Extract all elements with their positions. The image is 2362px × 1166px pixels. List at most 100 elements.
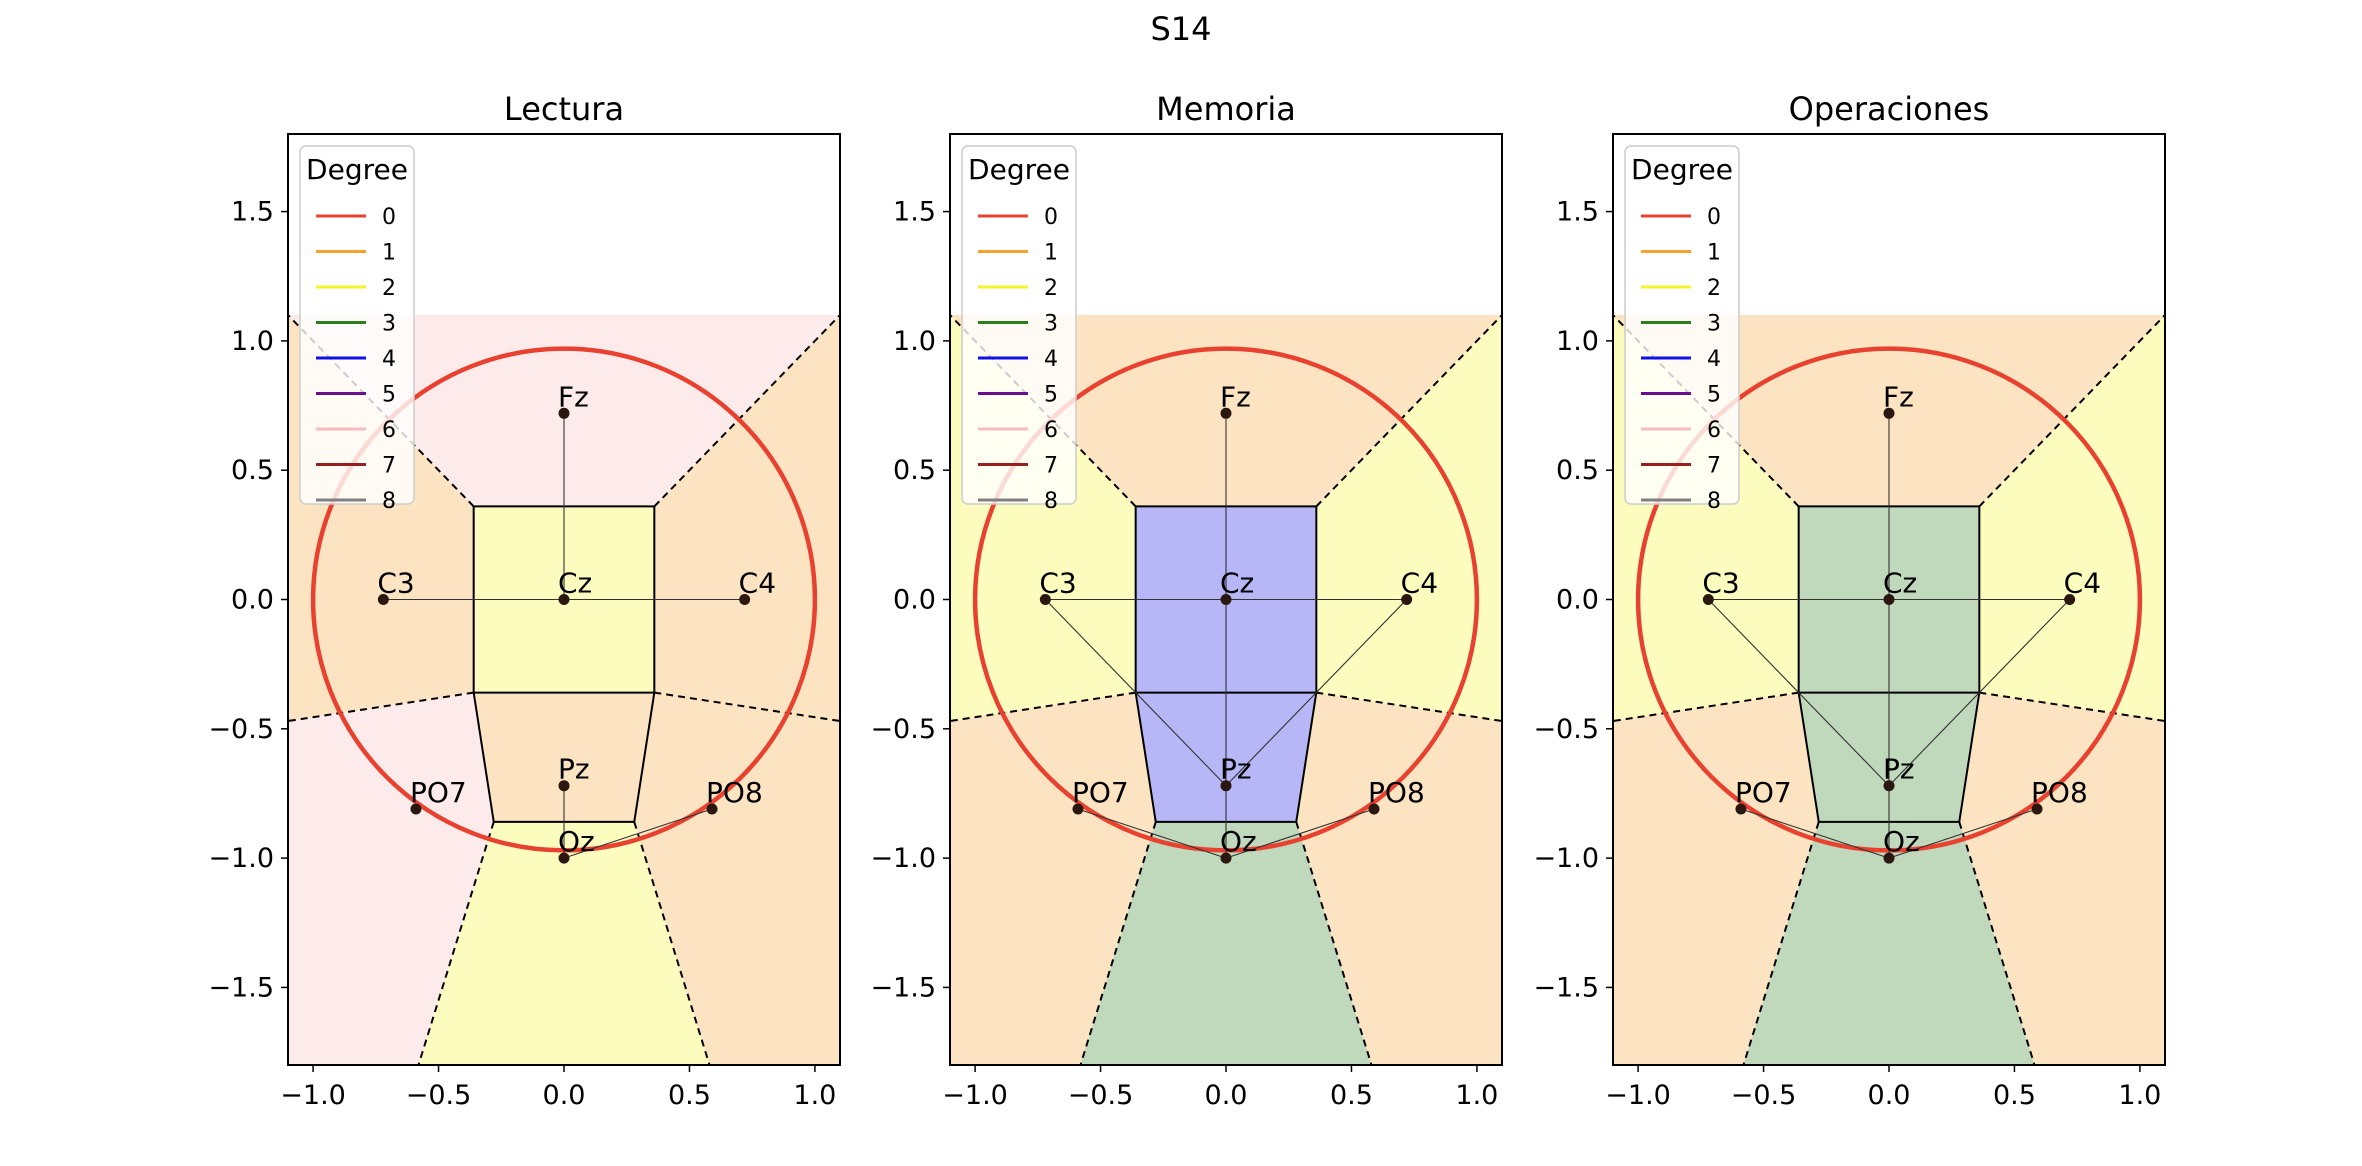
region-po8 <box>634 692 840 1065</box>
legend-label-7: 7 <box>1044 454 1058 479</box>
x-tick-label: 0.5 <box>1330 1080 1373 1111</box>
boundary-solid <box>1295 692 1318 823</box>
legend-box <box>299 145 415 505</box>
legend-label-1: 1 <box>382 241 396 266</box>
electrode-fz <box>1220 407 1232 419</box>
region-po8 <box>1296 692 1502 1065</box>
y-tick-label: −1.0 <box>1533 843 1599 874</box>
electrode-label-pz: Pz <box>1220 753 1252 786</box>
boundary-dashed <box>950 691 1136 723</box>
electrode-c3 <box>1702 594 1714 605</box>
boundary-dashed <box>417 821 495 1065</box>
boundary-dashed <box>633 821 711 1065</box>
legend-label-6: 6 <box>1707 418 1721 443</box>
electrode-label-c3: C3 <box>1702 567 1739 600</box>
boundary-dashed <box>1079 821 1157 1065</box>
boundary-solid <box>1134 692 1157 823</box>
electrode-pz <box>558 780 570 792</box>
boundary-dashed <box>1316 691 1502 723</box>
x-tick-label: 0.5 <box>668 1080 711 1111</box>
x-tick-label: 0.0 <box>1205 1080 1248 1111</box>
boundary-dashed <box>1613 691 1799 723</box>
region-po7 <box>950 692 1156 1065</box>
boundary-dashed <box>1742 821 1820 1065</box>
y-tick-label: 0.5 <box>231 455 274 486</box>
x-tick-label: 1.0 <box>1455 1080 1498 1111</box>
electrode-label-fz: Fz <box>1220 380 1251 413</box>
boundary-dashed <box>653 314 840 508</box>
electrode-label-fz: Fz <box>558 380 589 413</box>
region-c4 <box>654 315 840 721</box>
electrode-po8 <box>1368 803 1380 815</box>
y-tick-label: −1.5 <box>870 972 936 1003</box>
region-oz <box>418 821 710 1065</box>
electrode-label-po8: PO8 <box>1368 776 1425 809</box>
boundary-dashed <box>288 691 474 723</box>
legend-label-2: 2 <box>382 276 396 301</box>
x-tick-label: −0.5 <box>1068 1080 1134 1111</box>
y-tick-label: 1.5 <box>231 197 274 228</box>
legend-box <box>961 145 1077 505</box>
y-tick-label: 1.0 <box>231 326 274 357</box>
legend: Degree 0 1 2 3 4 5 6 7 8 <box>1624 145 1740 514</box>
boundary-solid <box>633 692 656 823</box>
legend: Degree 0 1 2 3 4 5 6 7 8 <box>299 145 415 514</box>
legend-label-2: 2 <box>1707 276 1721 301</box>
x-tick-label: −0.5 <box>406 1080 472 1111</box>
boundary-dashed <box>654 691 840 723</box>
electrode-po8 <box>2031 803 2043 815</box>
boundary-solid <box>472 692 495 823</box>
x-tick-label: −1.0 <box>942 1080 1008 1111</box>
x-tick-label: 0.0 <box>543 1080 586 1111</box>
y-tick-label: −0.5 <box>870 714 936 745</box>
y-tick-label: 0.5 <box>1556 455 1599 486</box>
electrode-po7 <box>410 803 422 815</box>
electrode-label-c4: C4 <box>2064 567 2101 600</box>
legend-label-1: 1 <box>1044 241 1058 266</box>
legend-label-4: 4 <box>1044 347 1058 372</box>
electrode-oz <box>558 852 570 864</box>
edge-c4-pz <box>1225 599 1408 787</box>
edge-c3-pz <box>1044 599 1227 787</box>
region-c4 <box>1316 315 1502 721</box>
x-tick-label: 0.5 <box>1993 1080 2036 1111</box>
y-tick-label: 0.0 <box>1556 585 1599 616</box>
legend-label-2: 2 <box>1044 276 1058 301</box>
legend-label-0: 0 <box>1044 205 1058 230</box>
electrode-cz <box>558 594 570 605</box>
electrode-cz <box>1220 594 1232 605</box>
electrode-po7 <box>1735 803 1747 815</box>
panel-title: Lectura <box>504 90 624 128</box>
boundary-dashed <box>1295 821 1373 1065</box>
legend-label-3: 3 <box>1707 312 1721 337</box>
region-oz <box>1080 821 1372 1065</box>
electrode-oz <box>1220 852 1232 864</box>
region-oz <box>1743 821 2035 1065</box>
electrode-label-po8: PO8 <box>2031 776 2088 809</box>
electrode-c4 <box>1401 594 1413 605</box>
panel-title: Memoria <box>1156 90 1296 128</box>
electrode-fz <box>1883 407 1895 419</box>
electrode-label-c4: C4 <box>739 567 776 600</box>
legend-label-8: 8 <box>382 489 396 514</box>
legend-label-5: 5 <box>382 383 396 408</box>
electrode-cz <box>1883 594 1895 605</box>
legend-label-0: 0 <box>382 205 396 230</box>
electrode-c4 <box>739 594 751 605</box>
panel-title: Operaciones <box>1789 90 1990 128</box>
electrode-label-po8: PO8 <box>706 776 763 809</box>
legend-label-3: 3 <box>1044 312 1058 337</box>
legend-title: Degree <box>968 153 1070 186</box>
x-tick-label: 1.0 <box>2118 1080 2161 1111</box>
y-tick-label: 1.5 <box>1556 197 1599 228</box>
electrode-label-oz: Oz <box>1220 825 1257 858</box>
legend-label-6: 6 <box>382 418 396 443</box>
x-tick-label: −1.0 <box>280 1080 346 1111</box>
electrode-label-cz: Cz <box>1883 567 1917 600</box>
legend-label-0: 0 <box>1707 205 1721 230</box>
legend-label-7: 7 <box>382 454 396 479</box>
legend: Degree 0 1 2 3 4 5 6 7 8 <box>961 145 1077 514</box>
edge-po7-oz <box>1077 808 1227 859</box>
edge-oz-po8 <box>1225 808 1375 859</box>
